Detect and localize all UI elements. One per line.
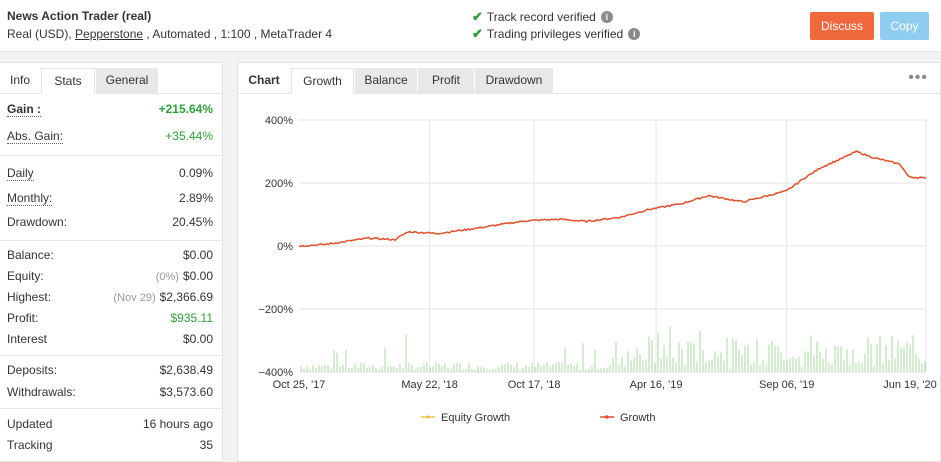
stat-value: +35.44%: [165, 129, 213, 143]
stat-value: 35: [199, 438, 213, 452]
stat-profit: Profit: $935.11: [7, 308, 213, 328]
y-tick-label: 0%: [277, 241, 293, 253]
x-tick-label: Oct 17, '18: [508, 379, 561, 391]
stat-value: $2,638.49: [159, 363, 213, 377]
stat-value: 2.89%: [178, 191, 213, 205]
stat-value: +215.64%: [158, 102, 213, 116]
growth-series-line: [298, 149, 927, 248]
stat-label[interactable]: Daily: [7, 166, 34, 181]
stat-value: $935.11: [170, 311, 214, 325]
y-tick-label: −200%: [258, 304, 293, 316]
stat-value: $2,366.69: [159, 290, 213, 304]
x-tick-label: Jun 19, '20: [883, 379, 936, 391]
track-record-verified: ✔ Track record verified i: [472, 9, 613, 25]
copy-button[interactable]: Copy: [880, 12, 929, 40]
stat-value: $0.00: [182, 248, 213, 262]
stat-note: (0%): [155, 271, 179, 283]
legend-equity-dot: [426, 415, 430, 419]
tab-drawdown[interactable]: Drawdown: [475, 68, 553, 94]
legend-equity-label: Equity Growth: [441, 412, 510, 424]
more-options-icon[interactable]: •••: [908, 69, 928, 86]
tab-info[interactable]: Info: [9, 73, 30, 87]
x-tick-label: May 22, '18: [401, 379, 458, 391]
stat-value: $0.00: [182, 332, 213, 346]
legend-growth-label: Growth: [620, 412, 655, 424]
account-subtitle: Real (USD), Pepperstone , Automated , 1:…: [7, 27, 332, 41]
divider: [0, 155, 223, 156]
trading-privileges-label: Trading privileges verified: [486, 27, 624, 41]
stat-label[interactable]: Monthly:: [7, 191, 53, 206]
stat-abs-gain: Abs. Gain: +35.44%: [7, 126, 213, 146]
chart-panel: Chart Growth Balance Profit Drawdown •••…: [237, 62, 941, 462]
stat-label: Interest: [7, 332, 48, 346]
divider: [0, 240, 223, 241]
stat-label: Balance:: [7, 248, 54, 262]
stat-label: Equity:: [7, 269, 44, 283]
stat-balance: Balance: $0.00: [7, 245, 213, 265]
stat-highest: Highest: (Nov 29) $2,366.69: [7, 287, 213, 307]
stat-updated: Updated 16 hours ago: [7, 414, 213, 434]
stat-monthly: Monthly: 2.89%: [7, 188, 213, 208]
tab-general[interactable]: General: [96, 68, 158, 94]
stat-value: $0.00: [182, 269, 213, 283]
stat-label[interactable]: Gain :: [7, 102, 42, 117]
stat-daily: Daily 0.09%: [7, 163, 213, 183]
stat-gain: Gain : +215.64%: [7, 99, 213, 119]
x-tick-label: Sep 06, '19: [759, 379, 814, 391]
stat-label: Tracking: [7, 438, 53, 452]
discuss-button[interactable]: Discuss: [810, 12, 874, 40]
stat-label: Deposits:: [7, 363, 58, 377]
tab-profit[interactable]: Profit: [418, 68, 474, 94]
stat-value: 16 hours ago: [142, 417, 213, 431]
chart-tabs-label: Chart: [248, 73, 280, 87]
check-icon: ✔: [472, 26, 483, 41]
y-tick-label: 200%: [265, 178, 293, 190]
stats-tabs: Info Stats General: [0, 63, 222, 94]
divider: [0, 408, 223, 409]
stat-label: Profit:: [7, 311, 39, 325]
account-type: Real (USD),: [7, 27, 76, 41]
stats-panel: Info Stats General Gain : +215.64% Abs. …: [0, 62, 223, 462]
account-header: News Action Trader (real) Real (USD), Pe…: [0, 0, 941, 52]
stat-label: Withdrawals:: [7, 385, 76, 399]
track-record-label: Track record verified: [486, 10, 596, 24]
stat-label: Drawdown:: [7, 215, 68, 229]
info-icon[interactable]: i: [600, 11, 613, 23]
divider: [0, 355, 223, 356]
info-icon[interactable]: i: [628, 28, 641, 40]
stat-deposits: Deposits: $2,638.49: [7, 360, 213, 380]
stat-drawdown: Drawdown: 20.45%: [7, 212, 213, 232]
stat-tracking: Tracking 35: [7, 435, 213, 455]
account-details: , Automated , 1:100 , MetaTrader 4: [143, 27, 333, 41]
account-title: News Action Trader (real): [7, 9, 152, 23]
stat-withdrawals: Withdrawals: $3,573.60: [7, 382, 213, 402]
check-icon: ✔: [472, 9, 483, 24]
stat-label[interactable]: Abs. Gain:: [7, 129, 64, 144]
legend-growth-dot: [605, 415, 609, 419]
stat-label: Updated: [7, 417, 53, 431]
trading-privileges-verified: ✔ Trading privileges verified i: [472, 26, 641, 42]
y-tick-label: −400%: [258, 367, 293, 379]
broker-link[interactable]: Pepperstone: [75, 27, 144, 41]
stat-value: $3,573.60: [159, 385, 213, 399]
stat-value: 20.45%: [172, 215, 213, 229]
chart-tabs: Chart Growth Balance Profit Drawdown •••: [238, 63, 940, 94]
x-tick-label: Oct 25, '17: [273, 379, 326, 391]
growth-chart: 400% 200% 0% −200% −400%Oct 25, '17 May 22, '…: [258, 115, 936, 424]
stat-label: Highest:: [7, 290, 52, 304]
x-tick-label: Apr 16, '19: [630, 379, 683, 391]
stat-equity: Equity: (0%) $0.00: [7, 266, 213, 286]
stat-note: (Nov 29): [113, 292, 156, 304]
tab-growth[interactable]: Growth: [291, 68, 354, 94]
stat-value: 0.09%: [178, 166, 213, 180]
y-tick-label: 400%: [265, 115, 293, 127]
tab-balance[interactable]: Balance: [355, 68, 417, 94]
stat-interest: Interest $0.00: [7, 329, 213, 349]
tab-stats[interactable]: Stats: [41, 68, 95, 94]
